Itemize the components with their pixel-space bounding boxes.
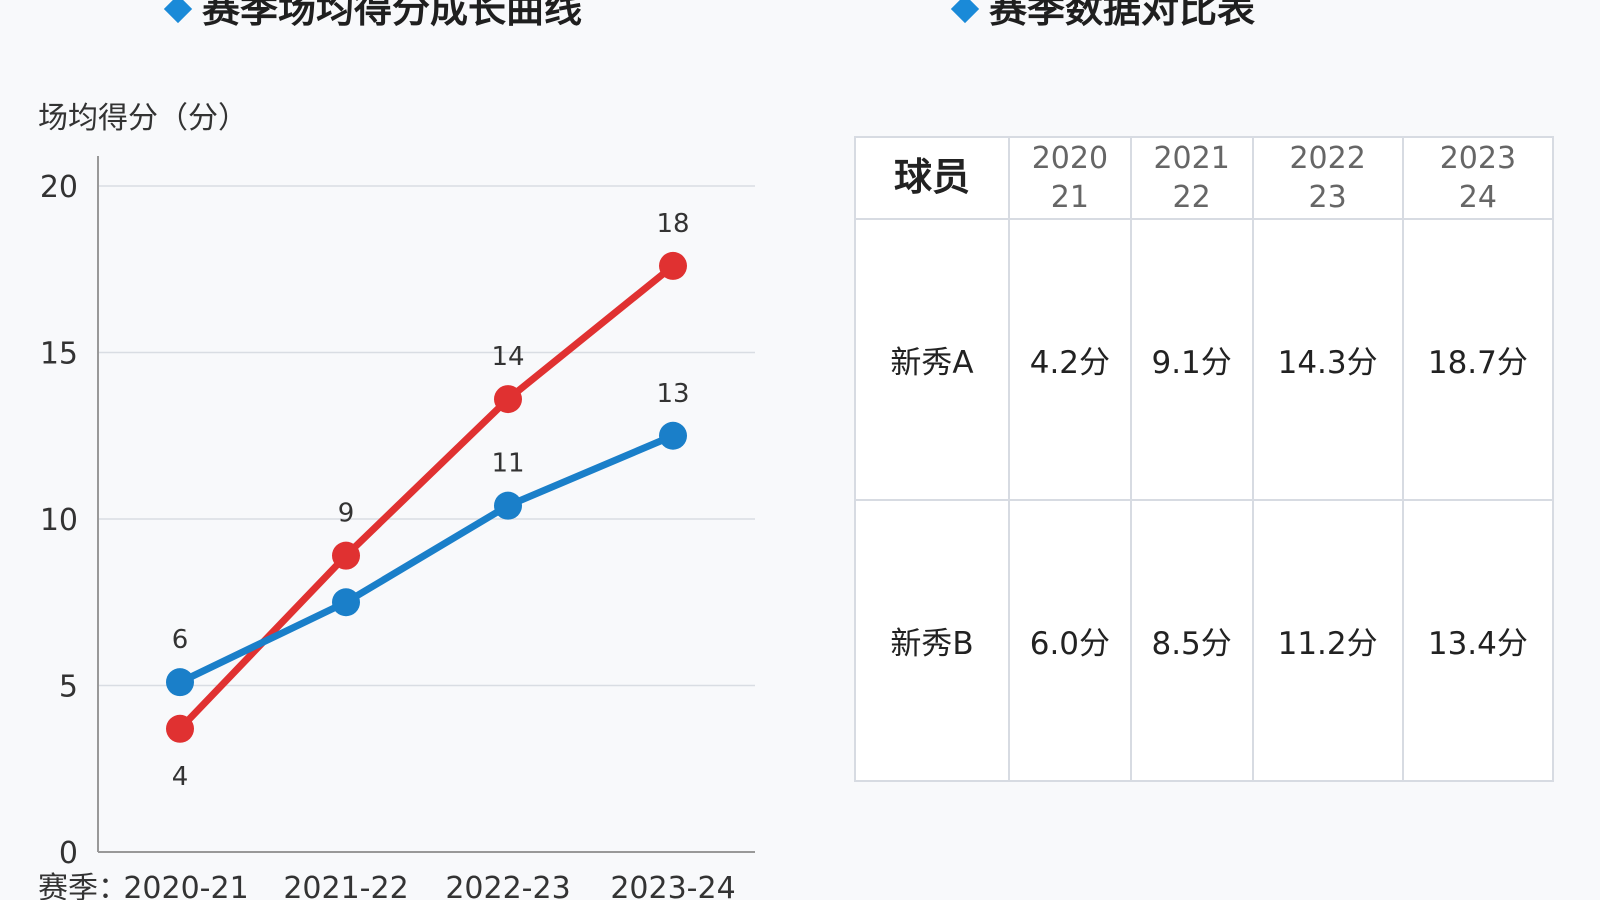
player-name-cell: 新秀A (854, 218, 1010, 501)
points-cell: 4.2分 (1008, 218, 1132, 501)
y-tick-label: 0 (59, 836, 78, 871)
points-cell: 14.3分 (1251, 218, 1404, 501)
table-header-season: 2023 24 (1401, 136, 1555, 220)
points-cell: 8.5分 (1129, 499, 1254, 782)
data-point (332, 541, 360, 570)
x-tick-label: 2020-21 (123, 871, 248, 900)
table-title-text: 赛季数据对比表 (989, 0, 1256, 31)
x-tick-label: 2021-22 (283, 871, 408, 900)
table-title: 赛季数据对比表 (950, 0, 1256, 33)
data-label: 14 (491, 342, 524, 372)
data-point (494, 491, 522, 520)
points-cell: 11.2分 (1251, 499, 1404, 782)
x-tick-label: 2023-24 (610, 871, 735, 900)
data-point (166, 714, 194, 743)
y-tick-label: 15 (40, 337, 78, 372)
data-label: 4 (172, 762, 189, 792)
chart-title-text: 赛季场均得分成长曲线 (202, 0, 583, 31)
chart-title: 赛季场均得分成长曲线 (163, 0, 583, 33)
y-tick-label: 10 (40, 503, 78, 538)
data-label: 13 (656, 379, 689, 409)
points-cell: 13.4分 (1401, 499, 1555, 782)
table-header-player: 球员 (854, 136, 1010, 220)
table-row: 新秀B 6.0分 8.5分 11.2分 13.4分 (854, 499, 1555, 782)
table-body: 新秀A 4.2分 9.1分 14.3分 18.7分 新秀B 6.0分 8.5分 11.2分 13.… (854, 218, 1555, 782)
line-chart: 场均得分（分） 0 5 10 15 20 赛季：2020-21 2021-22 2022-23 2… (38, 101, 755, 900)
data-label: 11 (491, 449, 524, 479)
data-point (494, 385, 522, 414)
series-line (176, 262, 677, 733)
points-cell: 18.7分 (1401, 218, 1555, 501)
points-cell: 9.1分 (1129, 218, 1254, 501)
series-line (176, 432, 677, 686)
table-row: 新秀A 4.2分 9.1分 14.3分 18.7分 (854, 218, 1555, 501)
table-header-row: 球员 2020 21 2021 22 2022 23 2023 24 (854, 136, 1555, 220)
diamond-icon (950, 0, 980, 23)
y-tick-label: 5 (59, 670, 78, 705)
y-axis-label: 场均得分（分） (38, 101, 248, 136)
table-header-season: 2020 21 (1008, 136, 1132, 220)
player-name-cell: 新秀B (854, 499, 1010, 782)
data-point (659, 251, 687, 280)
data-label: 6 (172, 625, 189, 655)
y-tick-label: 20 (40, 170, 78, 205)
data-point (166, 668, 194, 697)
points-cell: 6.0分 (1008, 499, 1132, 782)
table-header-season: 2021 22 (1129, 136, 1254, 220)
data-point (659, 421, 687, 450)
season-stats-table: 球员 2020 21 2021 22 2022 23 2023 24 新秀A 4.2分 9.1分 14… (854, 136, 1555, 782)
data-label: 9 (338, 499, 355, 529)
x-axis-label: 赛季： (38, 871, 128, 900)
data-label: 18 (656, 209, 689, 239)
data-point (332, 588, 360, 617)
table-header-season: 2022 23 (1251, 136, 1404, 220)
x-tick-label: 2022-23 (445, 871, 570, 900)
